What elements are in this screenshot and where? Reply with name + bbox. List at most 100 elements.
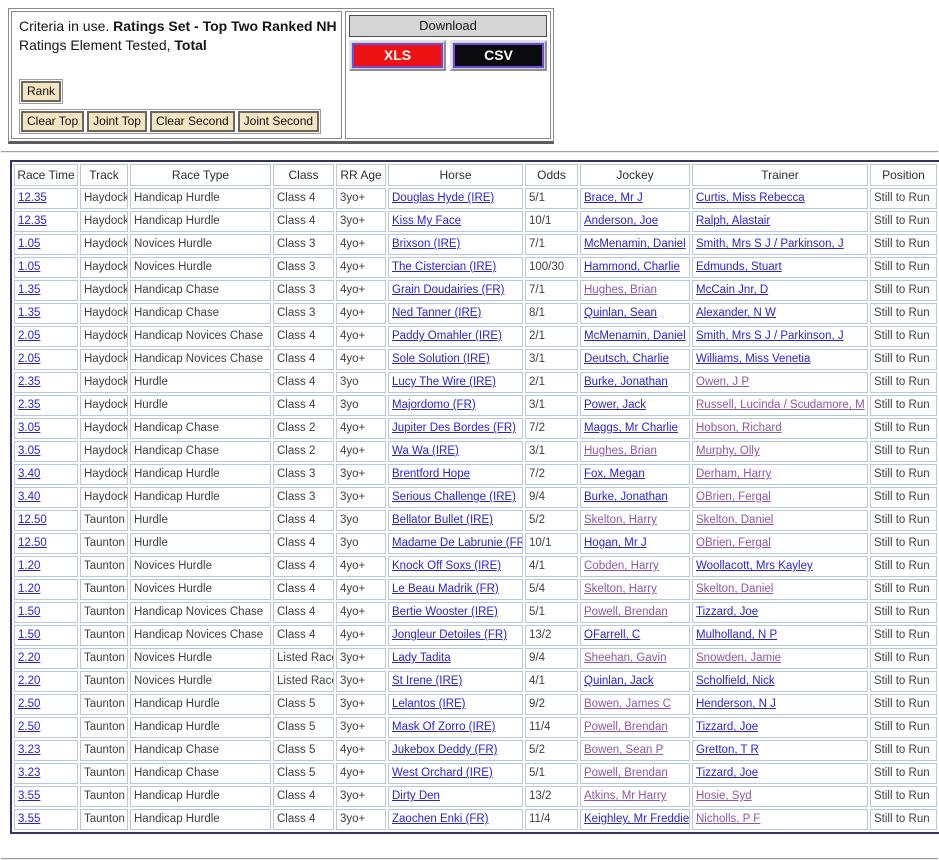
horse-link[interactable]: Majordomo (FR) — [392, 399, 476, 411]
jockey-link[interactable]: Atkins, Mr Harry — [584, 790, 667, 802]
trainer-link[interactable]: Owen, J P — [696, 376, 750, 388]
horse-link[interactable]: Jupiter Des Bordes (FR) — [392, 422, 516, 434]
trainer-link[interactable]: Skelton, Daniel — [696, 583, 774, 595]
race-time-link[interactable]: 2.50 — [18, 721, 41, 733]
horse-link[interactable]: West Orchard (IRE) — [392, 767, 493, 779]
horse-link[interactable]: Serious Challenge (IRE) — [392, 491, 517, 503]
race-time-link[interactable]: 1.05 — [18, 238, 41, 250]
trainer-link[interactable]: Hobson, Richard — [696, 422, 782, 434]
trainer-link[interactable]: Scholfield, Nick — [696, 675, 775, 687]
horse-link[interactable]: Knock Off Soxs (IRE) — [392, 560, 502, 572]
race-time-link[interactable]: 3.55 — [18, 813, 41, 825]
trainer-link[interactable]: Woollacott, Mrs Kayley — [696, 560, 813, 572]
trainer-link[interactable]: Derham, Harry — [696, 468, 772, 480]
race-time-link[interactable]: 12.35 — [18, 215, 47, 227]
horse-link[interactable]: Lady Tadita — [392, 652, 451, 664]
horse-link[interactable]: Grain Doudairies (FR) — [392, 284, 505, 296]
jockey-link[interactable]: Power, Jack — [584, 399, 646, 411]
jockey-link[interactable]: Quinlan, Jack — [584, 675, 654, 687]
horse-link[interactable]: St Irene (IRE) — [392, 675, 463, 687]
race-time-link[interactable]: 3.23 — [18, 767, 41, 779]
horse-link[interactable]: Brixson (IRE) — [392, 238, 461, 250]
jockey-link[interactable]: Cobden, Harry — [584, 560, 659, 572]
trainer-link[interactable]: Edmunds, Stuart — [696, 261, 782, 273]
trainer-link[interactable]: Nicholls, P F — [696, 813, 761, 825]
jockey-link[interactable]: Sheehan, Gavin — [584, 652, 667, 664]
trainer-link[interactable]: Alexander, N W — [696, 307, 776, 319]
jockey-link[interactable]: Powell, Brendan — [584, 721, 668, 733]
race-time-link[interactable]: 3.55 — [18, 790, 41, 802]
race-time-link[interactable]: 2.50 — [18, 698, 41, 710]
trainer-link[interactable]: Ralph, Alastair — [696, 215, 771, 227]
trainer-link[interactable]: Hosie, Syd — [696, 790, 752, 802]
trainer-link[interactable]: Smith, Mrs S J / Parkinson, J — [696, 330, 844, 342]
race-time-link[interactable]: 3.05 — [18, 445, 41, 457]
trainer-link[interactable]: Russell, Lucinda / Scudamore, M — [696, 399, 865, 411]
jockey-link[interactable]: Bowen, Sean P — [584, 744, 664, 756]
trainer-link[interactable]: Tizzard, Joe — [696, 767, 759, 779]
jockey-link[interactable]: Brace, Mr J — [584, 192, 643, 204]
horse-link[interactable]: Lucy The Wire (IRE) — [392, 376, 496, 388]
joint-second-button[interactable]: Joint Second — [237, 111, 320, 132]
jockey-link[interactable]: Burke, Jonathan — [584, 491, 668, 503]
trainer-link[interactable]: Tizzard, Joe — [696, 721, 759, 733]
horse-link[interactable]: The Cistercian (IRE) — [392, 261, 497, 273]
horse-link[interactable]: Zaochen Enki (FR) — [392, 813, 489, 825]
race-time-link[interactable]: 12.50 — [18, 514, 47, 526]
rank-button[interactable]: Rank — [21, 81, 62, 102]
jockey-link[interactable]: Hogan, Mr J — [584, 537, 647, 549]
jockey-link[interactable]: OFarrell, C — [584, 629, 641, 641]
trainer-link[interactable]: Williams, Miss Venetia — [696, 353, 811, 365]
race-time-link[interactable]: 1.05 — [18, 261, 41, 273]
race-time-link[interactable]: 1.20 — [18, 583, 41, 595]
trainer-link[interactable]: Snowden, Jamie — [696, 652, 782, 664]
jockey-link[interactable]: Skelton, Harry — [584, 583, 657, 595]
horse-link[interactable]: Mask Of Zorro (IRE) — [392, 721, 496, 733]
trainer-link[interactable]: Henderson, N J — [696, 698, 776, 710]
race-time-link[interactable]: 2.35 — [18, 376, 41, 388]
jockey-link[interactable]: Hammond, Charlie — [584, 261, 680, 273]
horse-link[interactable]: Bertie Wooster (IRE) — [392, 606, 498, 618]
trainer-link[interactable]: OBrien, Fergal — [696, 491, 771, 503]
jockey-link[interactable]: Hughes, Brian — [584, 445, 657, 457]
horse-link[interactable]: Madame De Labrunie (FR) — [392, 537, 523, 549]
horse-link[interactable]: Le Beau Madrik (FR) — [392, 583, 499, 595]
race-time-link[interactable]: 2.20 — [18, 652, 41, 664]
jockey-link[interactable]: Deutsch, Charlie — [584, 353, 670, 365]
horse-link[interactable]: Kiss My Face — [392, 215, 462, 227]
race-time-link[interactable]: 12.35 — [18, 192, 47, 204]
trainer-link[interactable]: Mulholland, N P — [696, 629, 778, 641]
trainer-link[interactable]: Smith, Mrs S J / Parkinson, J — [696, 238, 844, 250]
clear-second-button[interactable]: Clear Second — [149, 111, 235, 132]
horse-link[interactable]: Jukebox Deddy (FR) — [392, 744, 498, 756]
race-time-link[interactable]: 3.40 — [18, 491, 41, 503]
jockey-link[interactable]: Fox, Megan — [584, 468, 645, 480]
race-time-link[interactable]: 1.35 — [18, 307, 41, 319]
jockey-link[interactable]: Keighley, Mr Freddie — [584, 813, 690, 825]
jockey-link[interactable]: Skelton, Harry — [584, 514, 657, 526]
race-time-link[interactable]: 2.05 — [18, 353, 41, 365]
trainer-link[interactable]: McCain Jnr, D — [696, 284, 769, 296]
horse-link[interactable]: Sole Solution (IRE) — [392, 353, 490, 365]
joint-top-button[interactable]: Joint Top — [87, 111, 147, 132]
horse-link[interactable]: Bellator Bullet (IRE) — [392, 514, 493, 526]
jockey-link[interactable]: Bowen, James C — [584, 698, 671, 710]
race-time-link[interactable]: 3.40 — [18, 468, 41, 480]
jockey-link[interactable]: McMenamin, Daniel — [584, 330, 686, 342]
trainer-link[interactable]: OBrien, Fergal — [696, 537, 771, 549]
race-time-link[interactable]: 2.20 — [18, 675, 41, 687]
race-time-link[interactable]: 2.35 — [18, 399, 41, 411]
jockey-link[interactable]: Burke, Jonathan — [584, 376, 668, 388]
horse-link[interactable]: Jongleur Detoiles (FR) — [392, 629, 508, 641]
horse-link[interactable]: Ned Tanner (IRE) — [392, 307, 482, 319]
horse-link[interactable]: Paddy Omahler (IRE) — [392, 330, 502, 342]
trainer-link[interactable]: Skelton, Daniel — [696, 514, 774, 526]
clear-top-button[interactable]: Clear Top — [21, 111, 85, 132]
race-time-link[interactable]: 3.05 — [18, 422, 41, 434]
trainer-link[interactable]: Tizzard, Joe — [696, 606, 759, 618]
race-time-link[interactable]: 1.50 — [18, 629, 41, 641]
horse-link[interactable]: Brentford Hope — [392, 468, 470, 480]
trainer-link[interactable]: Curtis, Miss Rebecca — [696, 192, 805, 204]
race-time-link[interactable]: 1.35 — [18, 284, 41, 296]
jockey-link[interactable]: Anderson, Joe — [584, 215, 659, 227]
